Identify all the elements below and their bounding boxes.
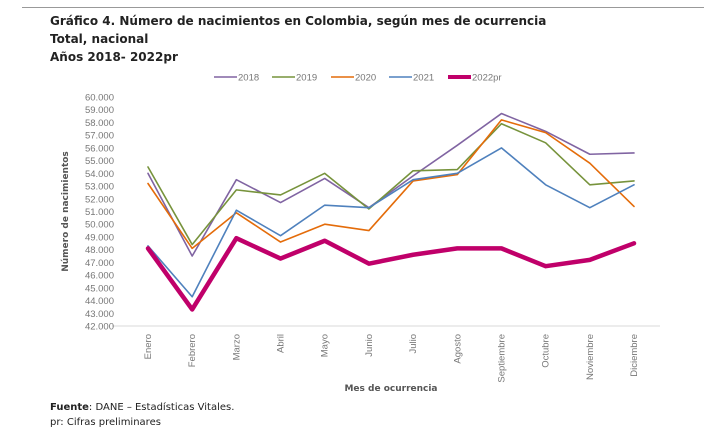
x-tick-label: Febrero xyxy=(187,334,198,367)
y-tick-label: 47.000 xyxy=(85,258,114,269)
x-tick-label: Enero xyxy=(143,334,154,359)
y-tick-label: 59.000 xyxy=(85,105,114,116)
y-tick-label: 48.000 xyxy=(85,245,114,256)
chart-subtitle: Total, nacional xyxy=(50,32,149,46)
source-label: Fuente xyxy=(50,402,89,413)
y-tick-label: 50.000 xyxy=(85,220,114,231)
chart-title: Gráfico 4. Número de nacimientos en Colo… xyxy=(50,14,547,28)
x-tick-label: Diciembre xyxy=(629,334,640,377)
series-line-2019 xyxy=(147,122,635,246)
legend-label-2020: 2020 xyxy=(355,73,376,84)
x-tick-label: Junio xyxy=(364,334,375,357)
x-tick-label: Noviembre xyxy=(585,334,596,380)
y-tick-label: 56.000 xyxy=(85,143,114,154)
series-line-2020 xyxy=(147,119,635,250)
y-tick-label: 42.000 xyxy=(85,322,114,333)
y-axis-title: Número de nacimientos xyxy=(61,151,71,272)
source-text: : DANE – Estadísticas Vitales. xyxy=(88,402,235,413)
x-axis-title: Mes de ocurrencia xyxy=(344,384,437,394)
x-tick-label: Marzo xyxy=(231,334,242,360)
y-tick-label: 52.000 xyxy=(85,194,114,205)
x-tick-label: Septiembre xyxy=(496,334,507,383)
y-tick-label: 57.000 xyxy=(85,131,114,142)
y-tick-label: 46.000 xyxy=(85,271,114,282)
y-tick-label: 45.000 xyxy=(85,283,114,294)
x-tick-label: Mayo xyxy=(320,334,331,357)
x-tick-label: Octubre xyxy=(541,334,552,368)
series-line-2022pr xyxy=(145,235,637,312)
legend-label-2021: 2021 xyxy=(413,73,434,84)
series-line-2018 xyxy=(147,112,635,257)
y-tick-label: 60.000 xyxy=(85,93,114,104)
chart-title-block: Gráfico 4. Número de nacimientos en Colo… xyxy=(50,12,546,66)
y-tick-label: 51.000 xyxy=(85,207,114,218)
y-tick-label: 54.000 xyxy=(85,169,114,180)
y-tick-label: 58.000 xyxy=(85,118,114,129)
y-tick-label: 44.000 xyxy=(85,296,114,307)
top-rule xyxy=(22,7,704,8)
series-line-2021 xyxy=(147,147,635,298)
x-tick-label: Agosto xyxy=(452,334,463,364)
x-tick-label: Julio xyxy=(408,334,419,354)
legend-label-2019: 2019 xyxy=(296,73,317,84)
chart-years: Años 2018- 2022pr xyxy=(50,50,178,64)
footnote: pr: Cifras preliminares xyxy=(50,417,161,428)
legend-label-2018: 2018 xyxy=(238,73,259,84)
y-tick-label: 53.000 xyxy=(85,182,114,193)
footer: Fuente: DANE – Estadísticas Vitales. pr:… xyxy=(50,400,234,430)
legend-label-2022pr: 2022pr xyxy=(472,73,502,84)
y-tick-label: 55.000 xyxy=(85,156,114,167)
y-tick-label: 49.000 xyxy=(85,232,114,243)
x-tick-label: Abril xyxy=(276,334,287,353)
y-tick-label: 43.000 xyxy=(85,309,114,320)
